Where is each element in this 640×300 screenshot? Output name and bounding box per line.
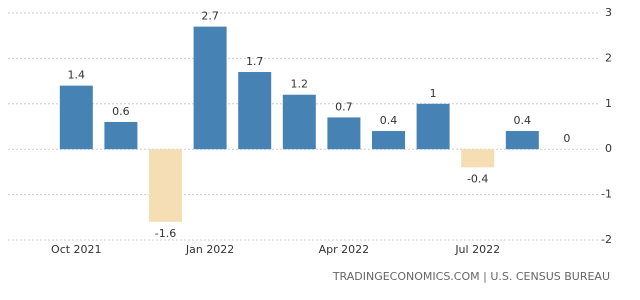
bar <box>59 85 93 150</box>
bar <box>282 94 316 150</box>
data-label: 2.7 <box>201 10 219 23</box>
data-label: 1 <box>430 87 437 100</box>
bar <box>104 121 138 150</box>
y-tick-label: 1 <box>605 97 612 110</box>
x-tick-label: Jul 2022 <box>454 243 500 256</box>
data-label: 0.4 <box>514 114 532 127</box>
data-label: -1.6 <box>155 227 176 240</box>
bar <box>505 131 539 150</box>
data-label: 0.4 <box>380 114 398 127</box>
bar <box>149 149 182 222</box>
y-tick-label: -2 <box>601 233 612 246</box>
bar <box>193 26 227 150</box>
bar <box>416 103 450 150</box>
y-tick-label: 0 <box>605 142 612 155</box>
x-tick-label: Apr 2022 <box>319 243 370 256</box>
bar <box>238 72 272 150</box>
data-label: 0.6 <box>112 105 130 118</box>
y-tick-label: 3 <box>605 6 612 19</box>
x-tick-label: Oct 2021 <box>51 243 102 256</box>
data-label: 0.7 <box>335 100 353 113</box>
data-label: 1.4 <box>68 69 86 82</box>
bar <box>327 117 361 150</box>
bar <box>372 131 405 150</box>
data-label: 0 <box>563 132 570 145</box>
bar <box>461 149 495 168</box>
data-label: -0.4 <box>467 172 488 185</box>
source: TRADINGECONOMICS.COM | U.S. CENSUS BUREA… <box>332 270 610 283</box>
data-label: 1.2 <box>291 78 309 91</box>
x-tick-label: Jan 2022 <box>185 243 234 256</box>
y-tick-label: 2 <box>605 51 612 64</box>
y-tick-label: -1 <box>601 188 612 201</box>
data-label: 1.7 <box>246 55 264 68</box>
